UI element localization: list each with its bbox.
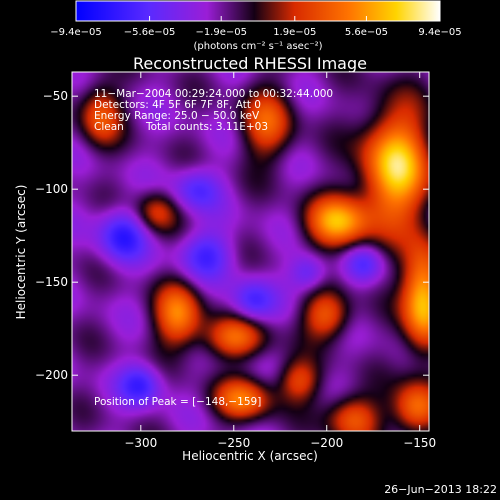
y-axis-title: Heliocentric Y (arcsec) (14, 185, 28, 320)
colorbar-tick-label: −5.6e−05 (124, 27, 176, 38)
x-tick-label: −250 (217, 436, 250, 450)
y-axis-ticks: −50 −100 −150 −200 (35, 89, 429, 382)
annotation-method: Clean (94, 121, 124, 133)
y-tick-label: −150 (35, 275, 68, 289)
y-tick-label: −50 (43, 89, 68, 103)
annotation-counts: Total counts: 3.11E+03 (145, 121, 268, 133)
colorbar-tick-label: −9.4e−05 (50, 27, 102, 38)
colorbar-tick-label: −1.9e−05 (195, 27, 247, 38)
chart-title: Reconstructed RHESSI Image (133, 54, 367, 73)
footer-date: 26−Jun−2013 18:22 (384, 483, 497, 496)
plot-frame (71, 71, 430, 432)
annotation-time-range: 11−Mar−2004 00:29:24.000 to 00:32:44.000 (94, 88, 333, 100)
annotation-detectors: Detectors: 4F 5F 6F 7F 8F, Att 0 (94, 99, 261, 111)
heatmap-image (72, 72, 429, 431)
colorbar-ticks: −9.4e−05 −5.6e−05 −1.9e−05 1.9e−05 5.6e−05 9.… (50, 16, 462, 38)
y-tick-label: −100 (35, 182, 68, 196)
colorbar-bar (75, 0, 441, 22)
annotation-peak: Position of Peak = [−148,−159] (94, 396, 261, 408)
y-tick-label: −200 (35, 368, 68, 382)
x-axis-ticks: −300 −250 −200 −150 (124, 72, 436, 450)
x-axis-title: Heliocentric X (arcsec) (182, 449, 318, 463)
annotations: 11−Mar−2004 00:29:24.000 to 00:32:44.000… (94, 88, 333, 408)
colorbar-tick-label: 9.4e−05 (418, 27, 461, 38)
colorbar-tick-label: 5.6e−05 (345, 27, 388, 38)
x-tick-label: −200 (310, 436, 343, 450)
x-tick-label: −150 (403, 436, 436, 450)
annotation-energy: Energy Range: 25.0 − 50.0 keV (94, 110, 260, 122)
colorbar: −9.4e−05 −5.6e−05 −1.9e−05 1.9e−05 5.6e−05 9.… (50, 0, 462, 52)
plot-area: −300 −250 −200 −150 −50 −100 −150 −200 (35, 71, 436, 450)
colorbar-tick-label: 1.9e−05 (273, 27, 316, 38)
x-tick-label: −300 (124, 436, 157, 450)
colorbar-label: (photons cm⁻² s⁻¹ asec⁻²) (193, 41, 322, 52)
